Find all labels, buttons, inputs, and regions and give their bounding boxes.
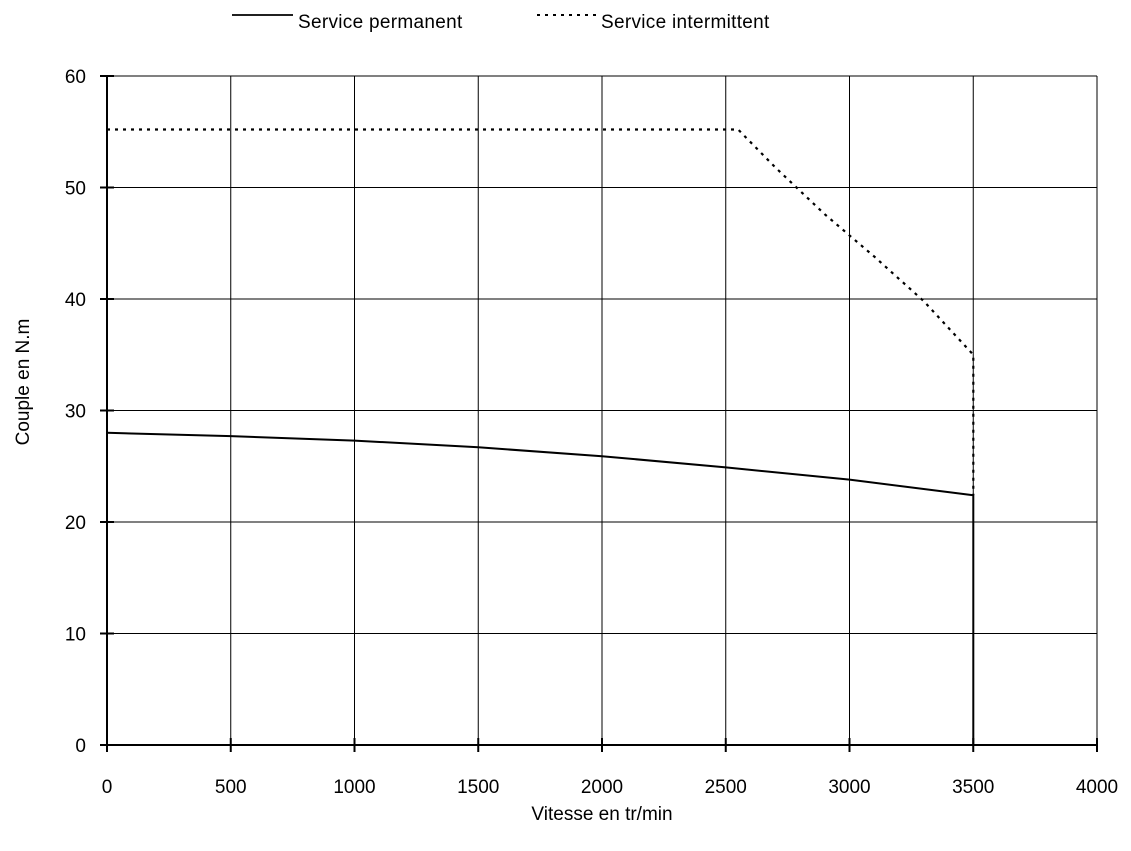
y-axis-title: Couple en N.m <box>13 319 34 446</box>
x-axis-title: Vitesse en tr/min <box>531 804 672 825</box>
y-tick-label: 0 <box>75 736 86 757</box>
x-tick-label: 3000 <box>828 777 870 798</box>
x-tick-label: 1500 <box>457 777 499 798</box>
legend-label-intermittent: Service intermittent <box>601 12 770 33</box>
x-tick-label: 2500 <box>705 777 747 798</box>
series-layer <box>106 128 975 745</box>
y-tick-label: 40 <box>65 290 86 311</box>
x-tick-label: 3500 <box>952 777 994 798</box>
x-tick-label: 4000 <box>1076 777 1118 798</box>
y-tick-label: 20 <box>65 513 86 534</box>
legend: Service permanent Service intermittent <box>232 12 770 33</box>
y-tick-label: 10 <box>65 625 86 646</box>
x-tick-label: 500 <box>215 777 247 798</box>
series-line-permanent <box>106 431 975 745</box>
grid <box>107 75 1098 745</box>
ticks: 0 500 1000 1500 2000 2500 3000 3500 4000 0 10 20 30 4… <box>65 67 1118 798</box>
legend-label-permanent: Service permanent <box>298 12 463 33</box>
y-tick-label: 30 <box>65 402 86 423</box>
x-tick-label: 1000 <box>333 777 375 798</box>
x-tick-label: 2000 <box>581 777 623 798</box>
y-tick-label: 60 <box>65 67 86 88</box>
series-line-intermittent <box>107 128 975 496</box>
y-tick-label: 50 <box>65 179 86 200</box>
x-tick-label: 0 <box>102 777 113 798</box>
